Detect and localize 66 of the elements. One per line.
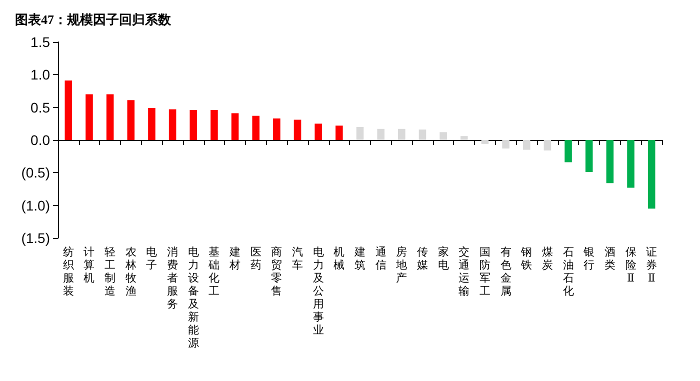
x-tick-label: 电力设备及新能源 (188, 246, 199, 350)
bar (314, 124, 322, 140)
bar (544, 140, 552, 150)
bar (356, 126, 364, 140)
x-tick-label: 汽车 (292, 246, 304, 272)
bar (336, 126, 343, 140)
x-tick-label: 石油石化 (562, 246, 574, 298)
bar (606, 140, 614, 184)
bar (210, 110, 218, 140)
x-tick-label: 轻工制造 (104, 246, 116, 298)
y-tick-label: (1.0) (21, 197, 50, 214)
bar (627, 140, 634, 188)
x-tick-label: 电力及公用事业 (312, 246, 324, 336)
bar (440, 132, 447, 140)
bar (106, 94, 114, 140)
y-tick-label: 1.5 (30, 34, 50, 50)
x-tick-label: 农林牧渔 (124, 246, 136, 298)
bar (418, 130, 426, 140)
x-tick-label: 计算机 (84, 246, 95, 284)
bar (585, 140, 593, 172)
x-tick-label: 酒类 (604, 246, 616, 272)
x-tick-label: 机械 (334, 246, 345, 272)
x-tick-label: 煤炭 (542, 246, 553, 272)
bar (398, 128, 406, 140)
x-tick-label: 交通运输 (458, 246, 470, 298)
y-tick-label: (0.5) (21, 164, 50, 181)
bar (64, 80, 72, 140)
bar (168, 109, 176, 140)
bar (377, 128, 384, 140)
x-tick-label: 钢铁 (520, 246, 532, 272)
bar (190, 110, 198, 140)
x-tick-label: 电子 (146, 246, 158, 272)
bar (231, 113, 239, 140)
x-tick-label: 消费者服务 (167, 246, 178, 310)
x-tick-label: 保险Ⅱ (625, 246, 636, 284)
x-tick-label: 建筑 (354, 246, 366, 272)
x-tick-label: 有色金属 (500, 246, 512, 298)
bar (481, 140, 489, 144)
x-tick-label: 传媒 (416, 246, 428, 272)
x-tick-label: 家电 (438, 246, 449, 272)
x-tick-label: 通信 (375, 246, 386, 272)
bar (648, 140, 656, 209)
x-tick-label: 医药 (250, 246, 262, 272)
y-tick-label: 1.0 (30, 66, 50, 83)
bar (564, 140, 572, 162)
bar (252, 116, 260, 140)
y-tick-label: (1.5) (21, 230, 50, 246)
x-tick-label: 银行 (582, 246, 595, 272)
bar (460, 136, 468, 140)
bar (502, 140, 510, 148)
bar (148, 108, 156, 140)
x-tick-label: 商贸零售 (271, 246, 282, 298)
bar (127, 100, 135, 140)
chart-title: 图表47：规模因子回归系数 (15, 12, 172, 27)
x-tick-label: 房地产 (395, 246, 408, 284)
bar (273, 118, 280, 140)
y-tick-label: 0.0 (30, 132, 50, 148)
x-tick-label: 建材 (228, 246, 241, 272)
x-tick-label: 国防军工 (479, 246, 490, 298)
x-tick-label: 证券Ⅱ (646, 246, 658, 284)
x-tick-label: 纺织服装 (62, 246, 74, 298)
bar (86, 94, 93, 140)
bar (294, 120, 302, 140)
x-tick-label: 基础化工 (208, 246, 220, 298)
bar (522, 140, 530, 150)
y-tick-label: 0.5 (30, 99, 50, 116)
